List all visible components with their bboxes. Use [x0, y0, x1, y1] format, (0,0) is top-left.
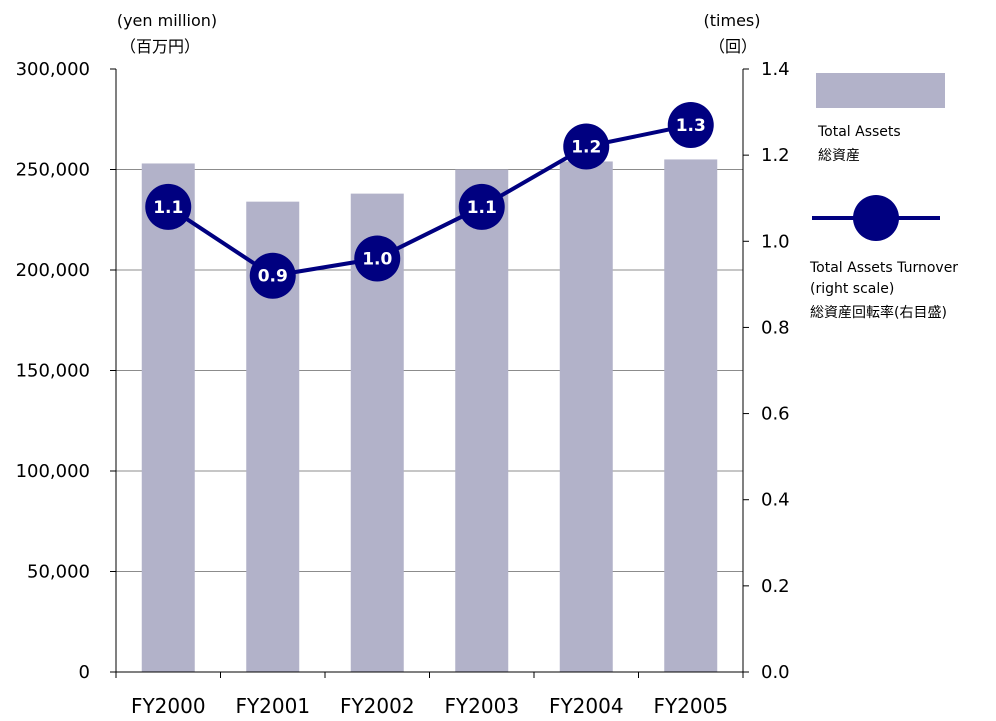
turnover-data-label: 1.3	[676, 116, 706, 136]
turnover-marker	[458, 183, 505, 230]
bar-fy2003	[455, 169, 509, 672]
left-tick-label: 300,000	[16, 59, 90, 80]
right-axis-unit: (times)	[704, 11, 761, 30]
right-axis-ticks: 0.0 0.2 0.4 0.6 0.8 1.0 1.2 1.4	[743, 59, 790, 683]
legend-swatch-total-assets	[816, 73, 945, 108]
right-tick-label: 0.2	[761, 576, 790, 597]
left-axis-ticks: 0 50,000 100,000 150,000 200,000 250,000 300,0…	[16, 59, 116, 683]
legend-swatch-turnover-marker	[853, 195, 899, 241]
x-axis-ticks: FY2000 FY2001 FY2002 FY2003 FY2004 FY2005	[115, 672, 744, 718]
legend-label-total-assets: Total Assets	[817, 124, 901, 140]
right-tick-label: 1.4	[761, 59, 790, 80]
turnover-data-label: 1.1	[467, 198, 497, 218]
right-tick-label: 0.6	[761, 404, 790, 425]
left-tick-label: 150,000	[16, 361, 90, 382]
bar-fy2004	[559, 161, 613, 672]
x-tick-label: FY2005	[653, 694, 728, 718]
turnover-marker	[249, 252, 296, 299]
x-tick-label: FY2002	[340, 694, 415, 718]
right-tick-label: 0.0	[761, 662, 790, 683]
left-tick-label: 250,000	[16, 160, 90, 181]
left-tick-label: 200,000	[16, 260, 90, 281]
legend-label-turnover-2: (right scale)	[810, 281, 894, 297]
turnover-data-label: 1.0	[362, 250, 392, 270]
legend-label-total-assets-ja: 総資産	[818, 148, 860, 164]
turnover-marker	[354, 235, 401, 282]
gridlines	[116, 169, 743, 572]
right-tick-label: 0.4	[761, 490, 790, 511]
turnover-data-label: 1.2	[571, 138, 601, 158]
left-axis-unit: (yen million)	[117, 11, 217, 30]
left-axis-unit-ja: （百万円）	[120, 37, 200, 56]
right-axis-unit-ja: （回）	[709, 37, 757, 56]
turnover-marker	[145, 183, 192, 230]
legend: Total Assets 総資産 Total Assets Turnover (…	[809, 73, 958, 321]
turnover-data-label: 0.9	[258, 267, 288, 287]
right-tick-label: 1.2	[761, 145, 790, 166]
legend-label-turnover-ja: 総資産回転率(右目盛)	[810, 304, 947, 321]
bar-fy2000	[141, 163, 195, 672]
turnover-data-label: 1.1	[153, 198, 183, 218]
line-series-turnover: 1.1 0.9 1.0 1.1 1.2 1.3	[145, 101, 714, 299]
bar-fy2005	[664, 159, 718, 672]
right-tick-label: 0.8	[761, 317, 790, 338]
x-tick-label: FY2001	[235, 694, 310, 718]
turnover-marker	[667, 101, 714, 148]
left-tick-label: 0	[79, 662, 90, 683]
x-tick-label: FY2000	[131, 694, 206, 718]
legend-label-turnover-1: Total Assets Turnover	[809, 260, 958, 276]
right-tick-label: 1.0	[761, 231, 790, 252]
x-tick-label: FY2004	[549, 694, 624, 718]
turnover-marker	[563, 123, 610, 170]
x-tick-label: FY2003	[444, 694, 519, 718]
left-tick-label: 50,000	[27, 562, 90, 583]
left-tick-label: 100,000	[16, 461, 90, 482]
bar-series-total-assets	[141, 159, 718, 672]
